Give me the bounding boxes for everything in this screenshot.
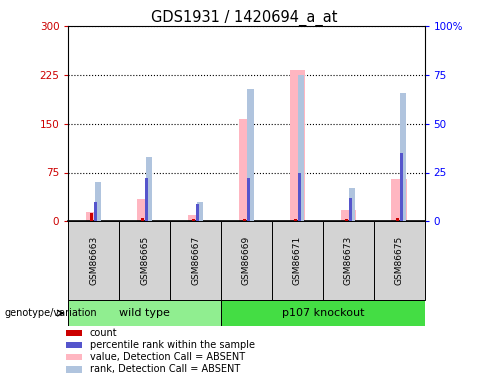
Bar [192, 219, 195, 221]
Bar [188, 215, 203, 221]
Text: percentile rank within the sample: percentile rank within the sample [90, 340, 255, 350]
Bar [247, 178, 250, 221]
Bar [95, 182, 101, 221]
Bar [298, 172, 301, 221]
Bar [298, 75, 305, 221]
Text: genotype/variation: genotype/variation [5, 308, 98, 318]
Bar [272, 221, 323, 300]
Bar [145, 178, 148, 221]
Text: wild type: wild type [119, 308, 170, 318]
Bar [141, 218, 144, 221]
Text: value, Detection Call = ABSENT: value, Detection Call = ABSENT [90, 352, 245, 362]
Bar [197, 202, 203, 221]
Bar [221, 221, 272, 300]
Bar [68, 300, 221, 326]
Text: GSM86673: GSM86673 [344, 236, 353, 285]
Bar [66, 330, 82, 336]
Bar [349, 188, 355, 221]
Bar [341, 210, 356, 221]
Bar [374, 221, 425, 300]
Bar [119, 221, 170, 300]
Bar [90, 213, 93, 221]
Bar [247, 88, 254, 221]
Bar [294, 219, 297, 221]
Bar [137, 198, 152, 221]
Bar [243, 219, 246, 221]
Bar [400, 153, 403, 221]
Text: rank, Detection Call = ABSENT: rank, Detection Call = ABSENT [90, 364, 240, 374]
Bar [196, 204, 199, 221]
Text: GDS1931 / 1420694_a_at: GDS1931 / 1420694_a_at [151, 9, 337, 26]
Bar [345, 219, 348, 221]
Bar [66, 366, 82, 373]
Text: GSM86671: GSM86671 [293, 236, 302, 285]
Bar [86, 211, 102, 221]
Text: count: count [90, 328, 118, 338]
Bar [396, 218, 399, 221]
Bar [239, 119, 254, 221]
Bar [170, 221, 221, 300]
Text: GSM86667: GSM86667 [191, 236, 200, 285]
Bar [349, 198, 352, 221]
Bar [391, 179, 407, 221]
Bar [94, 202, 97, 221]
Text: GSM86675: GSM86675 [395, 236, 404, 285]
Bar [221, 300, 425, 326]
Text: GSM86669: GSM86669 [242, 236, 251, 285]
Bar [290, 70, 305, 221]
Bar [66, 354, 82, 360]
Bar [68, 221, 119, 300]
Text: GSM86665: GSM86665 [140, 236, 149, 285]
Bar [323, 221, 374, 300]
Text: GSM86663: GSM86663 [89, 236, 98, 285]
Text: p107 knockout: p107 knockout [282, 308, 364, 318]
Bar [400, 93, 406, 221]
Bar [146, 157, 152, 221]
Bar [66, 342, 82, 348]
